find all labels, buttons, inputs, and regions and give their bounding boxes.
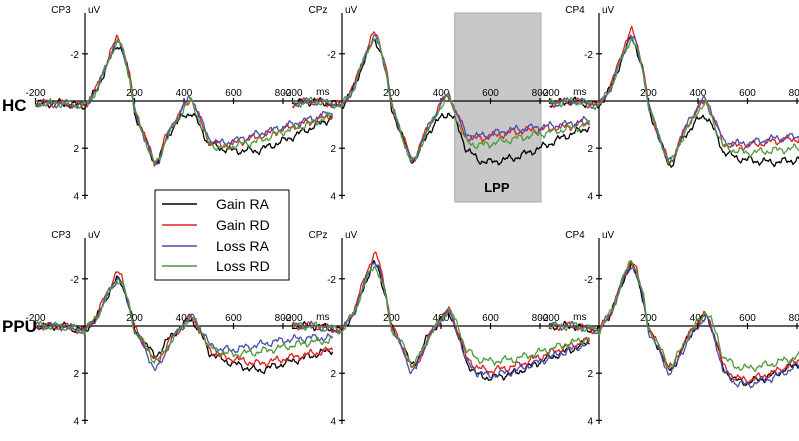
- group-labels-layer: HC PPU: [2, 96, 37, 336]
- legend-label-gain-ra: Gain RA: [216, 196, 270, 212]
- y-tick-label-hc-cp3-4: 4: [73, 191, 79, 202]
- x-tick-label-ppu-cp3-600: 600: [225, 313, 242, 324]
- y-tick-label-hc-cp4-4: 4: [587, 191, 593, 202]
- y-tick-label-hc-cp3-2: 2: [73, 144, 79, 155]
- x-tick-label-ppu-cpz-200: 200: [383, 313, 400, 324]
- lpp-window: [455, 13, 541, 202]
- x-tick-label-ppu-cpz-600: 600: [482, 313, 499, 324]
- channel-label-ppu-cpz: CPz: [309, 230, 328, 241]
- x-unit-label-hc-cp3: ms: [316, 87, 329, 98]
- legend-label-loss-ra: Loss RA: [216, 238, 270, 254]
- x-tick-label-ppu-cpz-200: -200: [282, 313, 302, 324]
- x-tick-label-hc-cpz-200: -200: [282, 88, 302, 99]
- y-tick-label-hc-cpz-4: 4: [330, 191, 336, 202]
- channel-label-hc-cp3: CP3: [51, 5, 71, 16]
- y-tick-label-hc-cpz-2: 2: [330, 144, 336, 155]
- x-tick-label-hc-cp3-600: 600: [225, 88, 242, 99]
- y-tick-label-ppu-cp3-2: -2: [70, 275, 79, 286]
- panels-layer: CP3 uV ms -200 200 400 600 800 -2 2 4 CPz uV ms -200 20…: [25, 5, 799, 427]
- x-tick-label-ppu-cp4-200: 200: [640, 313, 657, 324]
- x-tick-label-hc-cp4-200: -200: [539, 88, 559, 99]
- x-tick-label-hc-cp3-200: -200: [25, 88, 45, 99]
- y-unit-label-ppu-cpz: uV: [345, 230, 358, 241]
- x-unit-label-ppu-cp3: ms: [316, 312, 329, 323]
- y-unit-label-ppu-cp4: uV: [602, 230, 615, 241]
- x-tick-label-ppu-cp4-800: 800: [789, 313, 799, 324]
- x-tick-label-hc-cp3-200: 200: [126, 88, 143, 99]
- y-tick-label-ppu-cp4-4: 4: [587, 416, 593, 427]
- y-tick-label-ppu-cp4-2: 2: [587, 369, 593, 380]
- legend: Gain RA Gain RD Loss RA Loss RD: [155, 190, 289, 280]
- lpp-window-layer: LPP: [455, 13, 541, 202]
- x-unit-label-hc-cpz: ms: [573, 87, 586, 98]
- y-tick-label-ppu-cp3-2: 2: [73, 369, 79, 380]
- y-tick-label-ppu-cpz-2: -2: [327, 275, 336, 286]
- y-tick-label-ppu-cp4-2: -2: [584, 275, 593, 286]
- legend-label-loss-rd: Loss RD: [216, 258, 270, 274]
- y-tick-label-ppu-cpz-2: 2: [330, 369, 336, 380]
- lpp-label: LPP: [484, 180, 510, 195]
- legend-label-gain-rd: Gain RD: [216, 217, 270, 233]
- x-tick-label-ppu-cp3-200: 200: [126, 313, 143, 324]
- x-tick-label-ppu-cp4-600: 600: [739, 313, 756, 324]
- x-tick-label-hc-cp4-600: 600: [739, 88, 756, 99]
- channel-label-ppu-cp3: CP3: [51, 230, 71, 241]
- x-tick-label-hc-cp4-800: 800: [789, 88, 799, 99]
- channel-label-ppu-cp4: CP4: [565, 230, 585, 241]
- y-tick-label-hc-cp3-2: -2: [70, 50, 79, 61]
- y-unit-label-ppu-cp3: uV: [88, 230, 101, 241]
- channel-label-hc-cpz: CPz: [309, 5, 328, 16]
- y-unit-label-hc-cp4: uV: [602, 5, 615, 16]
- group-label-ppu: PPU: [2, 317, 37, 336]
- y-unit-label-hc-cpz: uV: [345, 5, 358, 16]
- y-tick-label-ppu-cpz-4: 4: [330, 416, 336, 427]
- x-tick-label-hc-cp4-200: 200: [640, 88, 657, 99]
- x-tick-label-hc-cp3-400: 400: [176, 88, 193, 99]
- x-unit-label-ppu-cpz: ms: [573, 312, 586, 323]
- y-tick-label-hc-cp4-2: -2: [584, 50, 593, 61]
- x-tick-label-ppu-cp4-200: -200: [539, 313, 559, 324]
- y-tick-label-ppu-cp3-4: 4: [73, 416, 79, 427]
- y-tick-label-hc-cpz-2: -2: [327, 50, 336, 61]
- x-tick-label-hc-cpz-200: 200: [383, 88, 400, 99]
- x-tick-label-hc-cpz-600: 600: [482, 88, 499, 99]
- y-tick-label-hc-cp4-2: 2: [587, 144, 593, 155]
- channel-label-hc-cp4: CP4: [565, 5, 585, 16]
- group-label-hc: HC: [2, 96, 27, 115]
- y-unit-label-hc-cp3: uV: [88, 5, 101, 16]
